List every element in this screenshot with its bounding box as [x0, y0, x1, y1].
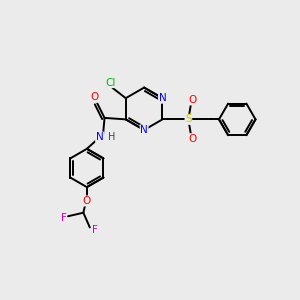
Text: N: N [159, 93, 166, 103]
Text: F: F [92, 225, 98, 236]
Text: O: O [188, 134, 196, 144]
Text: N: N [140, 125, 148, 135]
Text: O: O [90, 92, 98, 102]
Text: Cl: Cl [106, 78, 116, 88]
Text: O: O [188, 95, 196, 105]
Text: O: O [83, 196, 91, 206]
Text: F: F [61, 213, 67, 223]
Text: N: N [96, 132, 104, 142]
Text: H: H [108, 132, 115, 142]
Text: S: S [185, 114, 192, 124]
